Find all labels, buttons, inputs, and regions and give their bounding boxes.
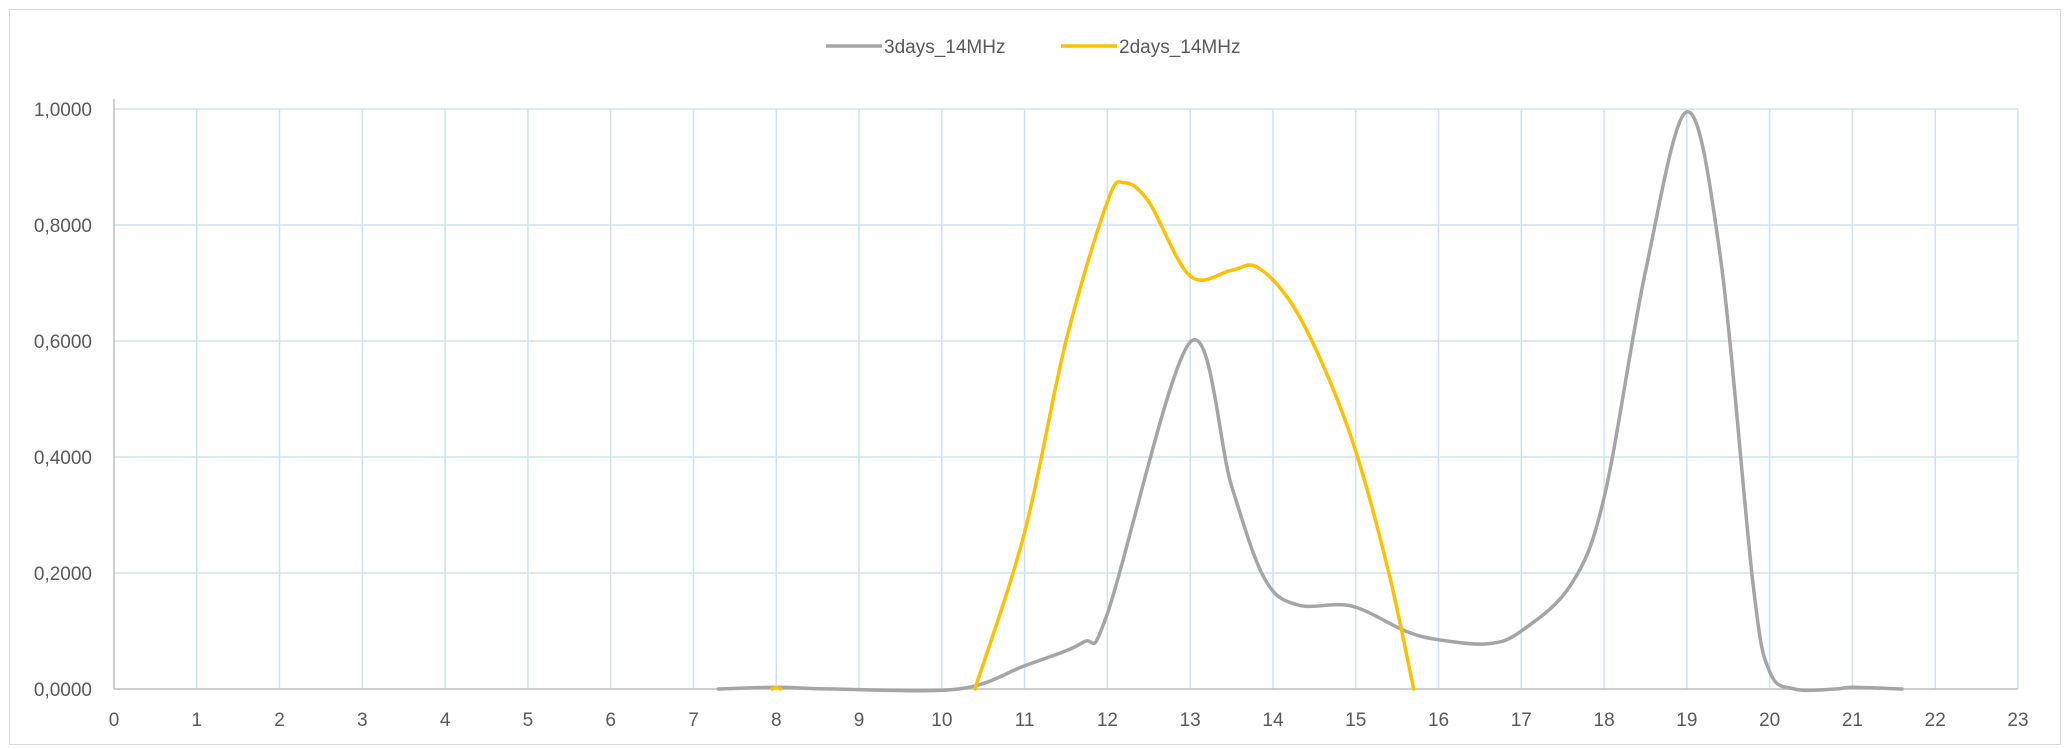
x-tick-label: 16 xyxy=(1428,710,1449,731)
y-tick-label: 1,0000 xyxy=(34,100,92,121)
legend-item-3days-14mhz: 3days_14MHz xyxy=(826,37,1005,58)
y-tick-label: 0,6000 xyxy=(34,332,92,353)
x-tick-label: 0 xyxy=(109,710,120,731)
y-tick-label: 0,2000 xyxy=(34,564,92,585)
x-tick-label: 13 xyxy=(1180,710,1201,731)
x-tick-label: 1 xyxy=(191,710,202,731)
x-tick-label: 18 xyxy=(1594,710,1615,731)
y-tick-label: 0,8000 xyxy=(34,216,92,237)
legend-label: 3days_14MHz xyxy=(884,37,1005,58)
x-tick-label: 6 xyxy=(605,710,616,731)
y-tick-label: 0,0000 xyxy=(34,680,92,701)
x-tick-label: 7 xyxy=(688,710,699,731)
x-tick-label: 14 xyxy=(1262,710,1284,731)
x-tick-label: 8 xyxy=(771,710,782,731)
x-tick-label: 2 xyxy=(274,710,285,731)
tick-labels: 0 1 2 3 4 5 6 7 8 9 10 11 12 13 14 15 16 17 18 19 20 21 22 230,… xyxy=(34,100,2029,731)
x-tick-label: 17 xyxy=(1511,710,1532,731)
x-tick-label: 4 xyxy=(440,710,451,731)
x-tick-label: 23 xyxy=(2007,710,2028,731)
legend-label: 2days_14MHz xyxy=(1119,37,1240,58)
x-tick-label: 19 xyxy=(1676,710,1697,731)
x-tick-label: 20 xyxy=(1759,710,1780,731)
series-line-2days-14mhz xyxy=(770,685,783,691)
x-tick-label: 21 xyxy=(1842,710,1863,731)
x-tick-label: 11 xyxy=(1015,710,1035,731)
x-tick-label: 9 xyxy=(854,710,865,731)
grid-lines xyxy=(114,108,2019,689)
x-tick-label: 3 xyxy=(357,710,368,731)
x-tick-label: 15 xyxy=(1345,710,1366,731)
axes xyxy=(113,99,2018,690)
series-line-2days-14mhz xyxy=(973,180,1416,691)
series-lines xyxy=(716,110,1904,693)
x-tick-label: 22 xyxy=(1925,710,1946,731)
legend: 3days_14MHz 2days_14MHz xyxy=(826,37,1240,58)
chart-frame xyxy=(9,9,2061,745)
x-tick-label: 5 xyxy=(523,710,534,731)
legend-item-2days-14mhz: 2days_14MHz xyxy=(1061,37,1240,58)
x-tick-label: 12 xyxy=(1097,710,1118,731)
y-tick-label: 0,4000 xyxy=(34,448,92,469)
x-tick-label: 10 xyxy=(931,710,952,731)
series-line-3days-14mhz xyxy=(716,110,1904,693)
